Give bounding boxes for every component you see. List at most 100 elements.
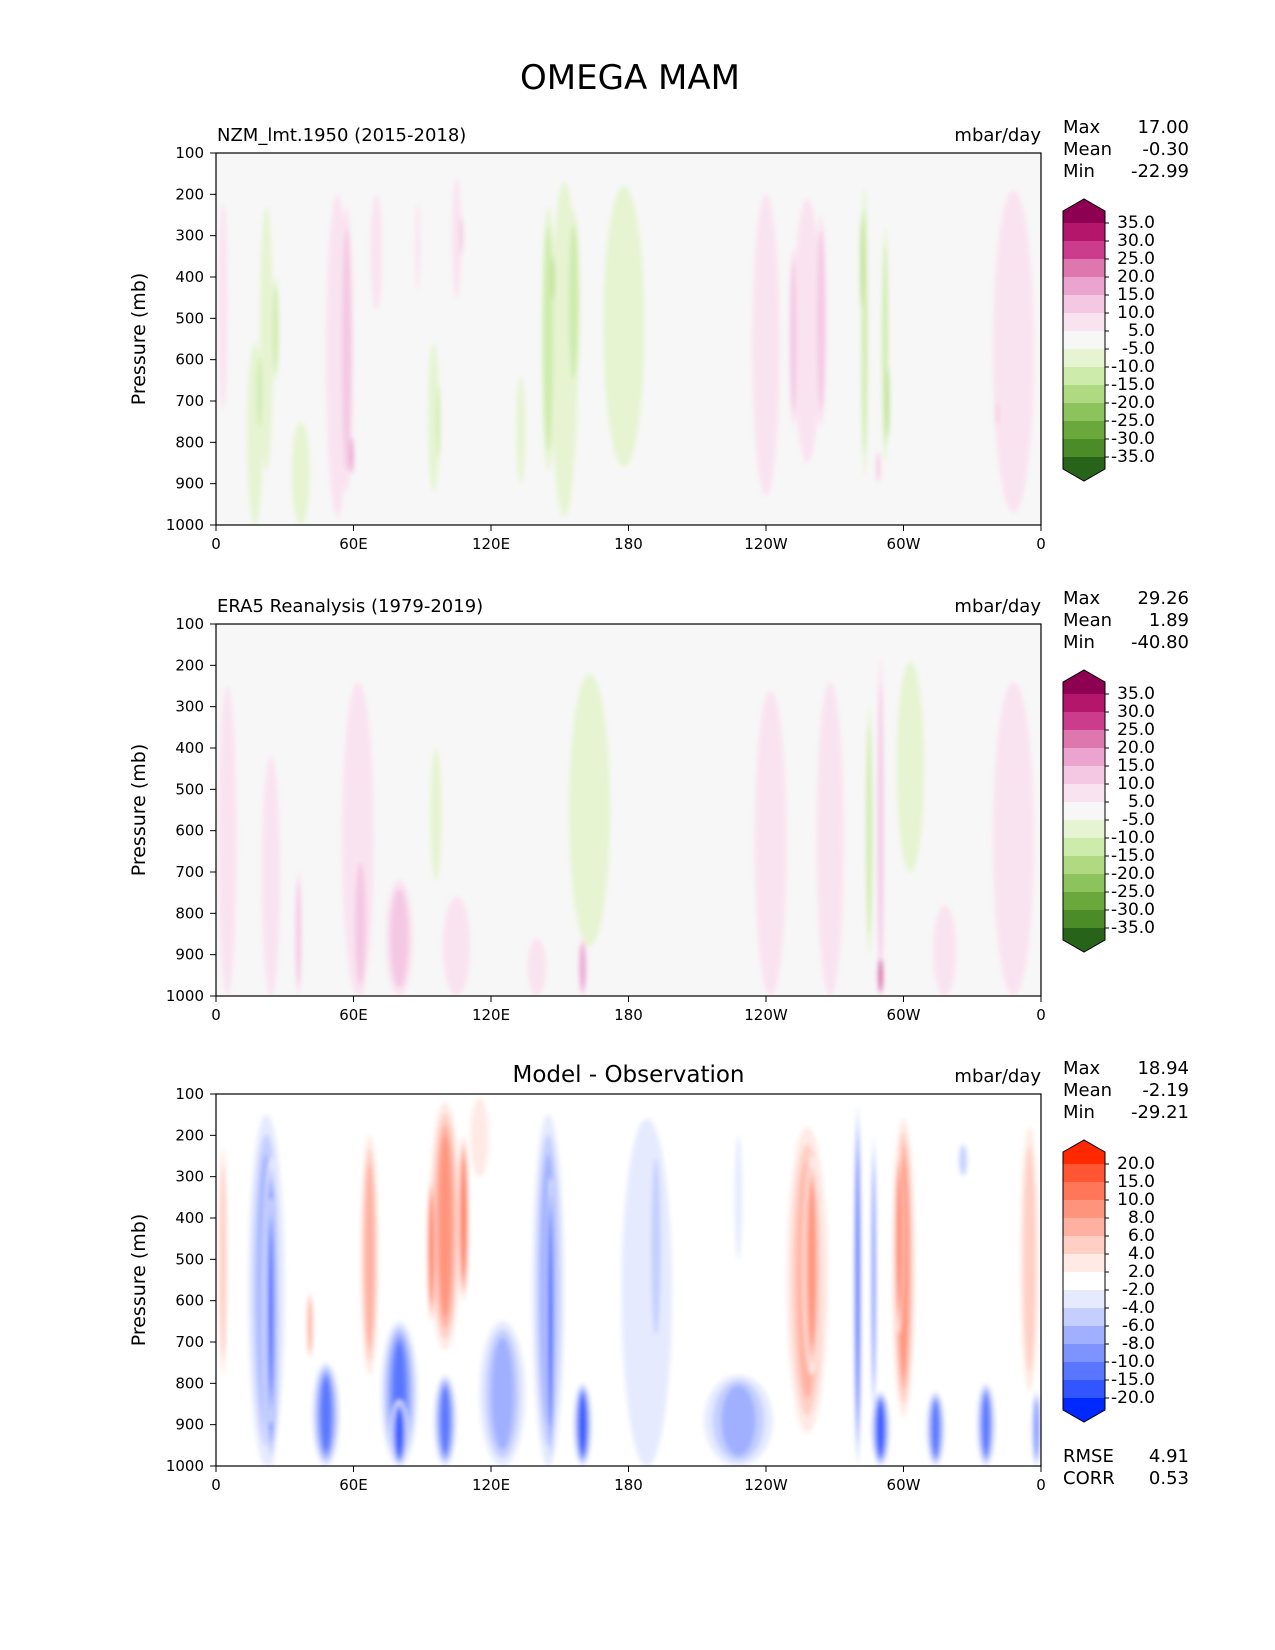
contour-positive-7-level-0 [442, 896, 471, 996]
colorbar-segment-5 [1063, 1236, 1105, 1255]
y-tick-label: 400 [175, 268, 204, 286]
colorbar-label: -10.0 [1111, 1352, 1155, 1372]
y-tick-label: 1000 [166, 987, 204, 1005]
colorbar-segment-11 [1063, 403, 1105, 422]
contour-negative-18-level-0 [621, 1118, 673, 1466]
stat-label-rmse: RMSE [1063, 1446, 1114, 1467]
contour-positive-0-level-0 [218, 686, 237, 996]
stat-value-min: -40.80 [1131, 632, 1189, 653]
contour-positive-17-level-0 [933, 905, 957, 996]
contour-negative-33-level-3 [1034, 1401, 1039, 1456]
panel-title-center: Model - Observation [512, 1062, 744, 1088]
y-tick-label: 200 [175, 185, 204, 203]
colorbar-segment-9 [1063, 1308, 1105, 1327]
contour-positive-11-level-0 [754, 690, 787, 996]
y-tick-label: 900 [175, 946, 204, 964]
y-tick-label: 300 [175, 698, 204, 716]
contour-negative-30-level-4 [982, 1395, 990, 1454]
y-tick-label: 500 [175, 309, 204, 327]
contour-positive-12-level-0 [816, 681, 844, 996]
contour-negative-25-level-4 [872, 1177, 875, 1375]
x-tick-label: 0 [1036, 1006, 1046, 1024]
contour-positive-18-level-0 [992, 681, 1035, 996]
colorbar-segment-3 [1063, 730, 1105, 749]
y-tick-label: 800 [175, 1374, 204, 1392]
y-tick-label: 600 [175, 822, 204, 840]
stat-value-max: 18.94 [1137, 1058, 1189, 1079]
y-tick-label: 500 [175, 780, 204, 798]
colorbar-label: 5.0 [1128, 321, 1155, 341]
colorbar-segment-2 [1063, 712, 1105, 731]
colorbar-segment-12 [1063, 421, 1105, 440]
contour-positive-9-level-2 [580, 944, 585, 990]
y-tick-label: 800 [175, 904, 204, 922]
colorbar-label: 6.0 [1128, 1226, 1155, 1246]
y-tick-label: 400 [175, 739, 204, 757]
colorbar-extend-bottom [1063, 457, 1105, 481]
colorbar-segment-4 [1063, 277, 1105, 296]
x-tick-label: 60W [887, 1476, 921, 1494]
colorbar-segment-2 [1063, 1182, 1105, 1201]
x-tick-label: 180 [614, 1006, 643, 1024]
contour-positive-14-level-1 [459, 218, 463, 254]
colorbar-segment-7 [1063, 331, 1105, 350]
colorbar-label: 25.0 [1117, 249, 1155, 269]
stat-label-max: Max [1063, 117, 1101, 138]
contour-fields [218, 1098, 1041, 1466]
y-axis-label: Pressure (mb) [128, 1214, 150, 1347]
x-tick-label: 180 [614, 1476, 643, 1494]
contour-positive-23-level-1 [790, 261, 797, 413]
colorbar-label: -15.0 [1111, 846, 1155, 866]
colorbar-label: -4.0 [1122, 1298, 1155, 1318]
colorbar-segment-13 [1063, 439, 1105, 458]
colorbar-segment-10 [1063, 856, 1105, 875]
panel-title-left: ERA5 Reanalysis (1979-2019) [217, 596, 483, 617]
colorbar-label: -2.0 [1122, 1280, 1155, 1300]
x-tick-label: 0 [1036, 535, 1046, 553]
colorbar: 35.030.025.020.015.010.05.0-5.0-10.0-15.… [1062, 198, 1155, 482]
colorbar-label: 15.0 [1117, 756, 1155, 776]
y-tick-label: 100 [175, 144, 204, 162]
colorbar-label: 10.0 [1117, 303, 1155, 323]
contour-positive-10-level-0 [527, 938, 546, 996]
y-tick-label: 200 [175, 1126, 204, 1144]
x-tick-label: 60E [339, 1006, 368, 1024]
stat-value-min: -22.99 [1131, 161, 1189, 182]
colorbar-label: -30.0 [1111, 429, 1155, 449]
stat-value-max: 17.00 [1137, 117, 1189, 138]
colorbar-label: 20.0 [1117, 738, 1155, 758]
colorbar-label: 20.0 [1117, 267, 1155, 287]
colorbar-segment-7 [1063, 1272, 1105, 1291]
contour-fields [218, 657, 1035, 996]
contour-positive-6-level-2 [364, 1162, 375, 1349]
colorbar-label: -20.0 [1111, 393, 1155, 413]
colorbar-label: 5.0 [1128, 792, 1155, 812]
x-tick-label: 0 [1036, 1476, 1046, 1494]
colorbar-segment-6 [1063, 313, 1105, 332]
stat-label-min: Min [1063, 1102, 1095, 1123]
contour-negative-17-level-2 [491, 1337, 514, 1450]
colorbar-label: 25.0 [1117, 720, 1155, 740]
contour-negative-26-level-2 [861, 222, 864, 307]
contour-positive-9-level-3 [438, 1135, 452, 1317]
colorbar-label: 10.0 [1117, 774, 1155, 794]
stat-value-mean: 1.89 [1149, 610, 1189, 631]
contour-negative-28-level-5 [877, 1403, 884, 1455]
colorbar-segment-11 [1063, 874, 1105, 893]
x-tick-label: 180 [614, 535, 643, 553]
colorbar-outline [1062, 1139, 1106, 1423]
contour-positive-9-level-0 [370, 194, 383, 311]
contour-negative-5-level-4 [321, 1378, 331, 1451]
x-tick-label: 120W [744, 1006, 788, 1024]
contour-positive-31-level-1 [995, 402, 999, 424]
colorbar-label: -10.0 [1111, 828, 1155, 848]
contour-negative-15-level-5 [549, 1223, 552, 1420]
contour-negative-19-level-1 [651, 1159, 661, 1335]
colorbar-segment-9 [1063, 367, 1105, 386]
colorbar-segment-13 [1063, 1380, 1105, 1399]
colorbar-label: -35.0 [1111, 447, 1155, 467]
contour-negative-4-level-1 [273, 284, 278, 373]
contour-negative-29-level-4 [932, 1402, 939, 1455]
colorbar-segment-11 [1063, 1344, 1105, 1363]
